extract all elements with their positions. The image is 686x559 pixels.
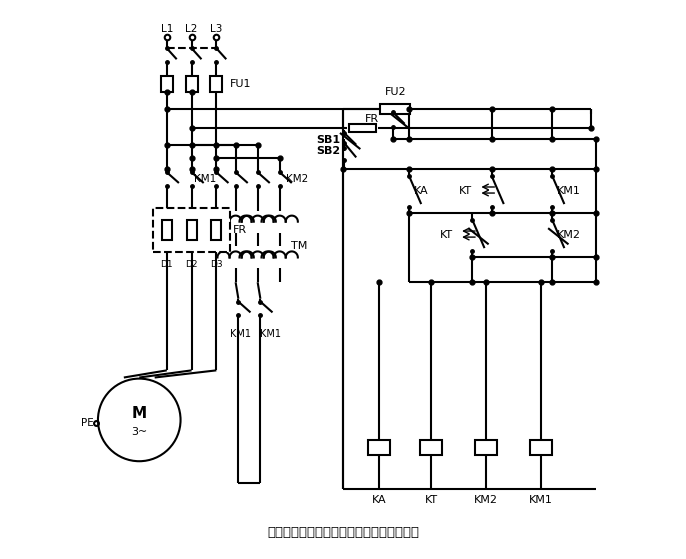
Text: FU2: FU2 — [384, 87, 406, 97]
Bar — [348, 124, 376, 132]
Text: KT: KT — [460, 186, 473, 196]
Text: PE: PE — [82, 418, 94, 428]
Text: KT: KT — [440, 230, 453, 240]
Text: TM: TM — [291, 241, 307, 252]
Text: KM2: KM2 — [286, 174, 309, 184]
Text: KT: KT — [425, 495, 438, 505]
Bar — [187, 220, 196, 240]
Bar — [211, 220, 222, 240]
Text: 时间继电器控制的自耦变压器降压启动线路: 时间继电器控制的自耦变压器降压启动线路 — [267, 527, 419, 539]
Text: M: M — [132, 406, 147, 421]
Text: KM1: KM1 — [530, 495, 553, 505]
Text: L2: L2 — [185, 25, 198, 35]
Bar — [530, 440, 552, 455]
Text: SB1: SB1 — [316, 135, 340, 145]
Text: FR: FR — [365, 113, 379, 124]
Text: D1: D1 — [161, 260, 173, 269]
Text: L3: L3 — [210, 25, 222, 35]
Bar — [185, 77, 198, 92]
Bar — [368, 440, 390, 455]
Text: KM1: KM1 — [230, 329, 251, 339]
Text: KM1: KM1 — [556, 186, 580, 196]
Text: D3: D3 — [210, 260, 223, 269]
Bar — [153, 208, 230, 252]
Bar — [211, 77, 222, 92]
Text: KM2: KM2 — [474, 495, 498, 505]
Bar — [380, 104, 410, 113]
Bar — [420, 440, 442, 455]
Text: SB2: SB2 — [316, 146, 340, 157]
Text: D2: D2 — [185, 260, 198, 269]
Text: KM2: KM2 — [556, 230, 580, 240]
Text: FU1: FU1 — [230, 79, 252, 89]
Text: FR: FR — [233, 225, 247, 235]
Text: KA: KA — [414, 186, 428, 196]
Bar — [161, 77, 173, 92]
Text: KM1: KM1 — [194, 174, 217, 184]
Text: KM1: KM1 — [261, 329, 281, 339]
Text: 3~: 3~ — [131, 427, 147, 437]
Text: KA: KA — [372, 495, 386, 505]
Bar — [162, 220, 172, 240]
Bar — [475, 440, 497, 455]
Text: L1: L1 — [161, 25, 173, 35]
